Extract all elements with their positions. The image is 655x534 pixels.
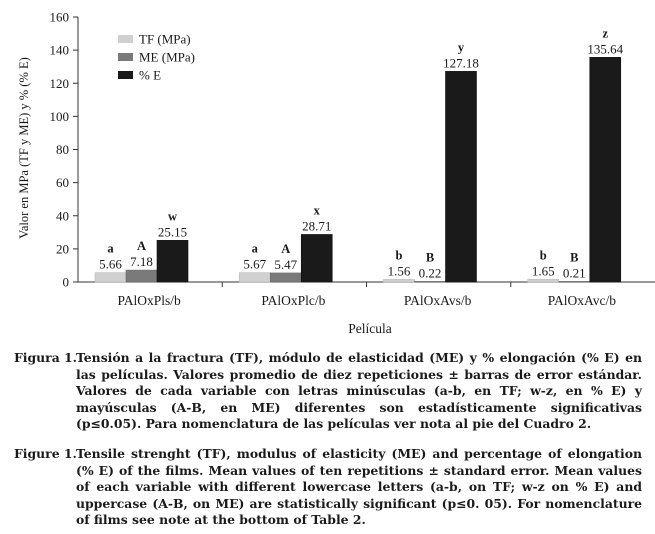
- bar-e: [156, 240, 189, 283]
- significance-letter: B: [570, 251, 578, 265]
- y-tick-label: 140: [50, 43, 70, 58]
- bar-tf: [383, 279, 415, 283]
- caption-label-spanish: Figura 1.: [14, 350, 77, 365]
- data-label: 1.65: [532, 263, 555, 278]
- significance-letter: a: [252, 242, 259, 256]
- significance-letter: y: [458, 40, 465, 54]
- y-tick-label: 80: [56, 142, 69, 157]
- y-tick-label: 120: [50, 76, 70, 91]
- significance-letter: a: [107, 242, 114, 256]
- x-axis-title: Película: [348, 321, 392, 336]
- chart-axes: 0 20 40 60 80 100 120 140 160 PAlOxPls/b PAlOxPlc/…: [50, 10, 655, 308]
- x-tick-label: PAlOxPlc/b: [261, 293, 325, 308]
- bar-me: [125, 269, 158, 283]
- caption-text-english: Tensile strenght (TF), modulus of elasti…: [76, 446, 642, 528]
- legend-swatch: [118, 35, 133, 43]
- data-label: 0.22: [419, 266, 442, 281]
- y-tick-label: 60: [56, 175, 69, 190]
- significance-letter: b: [540, 248, 547, 262]
- bar-tf: [238, 272, 271, 283]
- bar-e: [300, 234, 333, 283]
- caption-label-english: Figure 1.: [14, 446, 77, 461]
- data-label: 25.15: [158, 224, 187, 239]
- data-label: 1.56: [388, 263, 411, 278]
- figure-caption-english: Figure 1. Tensile strenght (TF), modulus…: [14, 446, 642, 529]
- data-label: 135.64: [587, 41, 623, 56]
- data-label: 28.71: [302, 218, 331, 233]
- significance-letter: b: [396, 248, 403, 262]
- data-label: 7.18: [130, 254, 153, 269]
- data-label: 5.47: [274, 257, 297, 272]
- bar-e: [589, 57, 622, 283]
- y-axis-title: Valor en MPa (TF y ME) y % (% E): [17, 57, 31, 239]
- caption-text-spanish: Tensión a la fractura (TF), módulo de el…: [76, 350, 642, 432]
- x-tick-label: PAlOxAvs/b: [404, 293, 472, 308]
- y-tick-label: 40: [56, 208, 69, 223]
- bar-me: [558, 281, 591, 283]
- bar-tf: [527, 278, 560, 283]
- chart-legend: TF (MPa) ME (MPa) % E: [118, 32, 195, 83]
- chart-bars: 5.66a7.18A25.15w5.67a5.47A28.71x1.56b0.2…: [94, 26, 624, 283]
- y-tick-label: 100: [50, 109, 70, 124]
- bar-me: [269, 272, 302, 283]
- bar-me: [414, 281, 446, 283]
- x-tick-label: PAlOxAvc/b: [548, 293, 617, 308]
- significance-letter: x: [314, 203, 321, 217]
- legend-label: TF (MPa): [139, 32, 191, 47]
- bar-tf: [94, 272, 127, 283]
- significance-letter: A: [281, 242, 290, 256]
- significance-letter: A: [137, 239, 146, 253]
- y-tick-label: 20: [56, 241, 69, 256]
- y-tick-label: 0: [63, 275, 70, 290]
- legend-swatch: [118, 71, 133, 79]
- bar-chart: 0 20 40 60 80 100 120 140 160 PAlOxPls/b PAlOxPlc/…: [17, 10, 655, 336]
- legend-label: % E: [139, 68, 161, 83]
- significance-letter: B: [426, 251, 434, 265]
- x-tick-label: PAlOxPls/b: [117, 293, 181, 308]
- data-label: 0.21: [563, 266, 586, 281]
- legend-swatch: [118, 53, 133, 61]
- y-tick-label: 160: [50, 10, 70, 25]
- legend-label: ME (MPa): [139, 50, 195, 65]
- data-label: 5.67: [243, 257, 266, 272]
- data-label: 5.66: [99, 257, 122, 272]
- significance-letter: w: [168, 209, 177, 223]
- significance-letter: z: [602, 26, 608, 40]
- bar-e: [445, 71, 477, 283]
- data-label: 127.18: [443, 55, 479, 70]
- figure-caption-spanish: Figura 1. Tensión a la fractura (TF), mó…: [14, 350, 642, 433]
